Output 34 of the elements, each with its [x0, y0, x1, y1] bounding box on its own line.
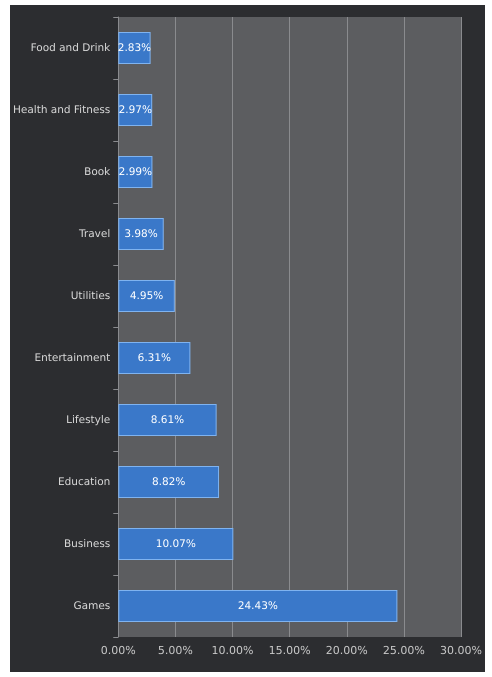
y-tick-label: Travel — [78, 228, 110, 240]
data-label: 4.95% — [130, 290, 164, 302]
y-tick-label: Games — [74, 600, 110, 612]
data-label: 2.97% — [118, 104, 152, 116]
y-tick-label: Food and Drink — [30, 42, 112, 54]
bar — [118, 218, 164, 250]
bar — [118, 342, 190, 374]
y-tick-label: Book — [84, 166, 112, 178]
y-tick-label: Health and Fitness — [12, 104, 110, 116]
y-tick-label: Education — [58, 476, 110, 488]
bar — [118, 590, 398, 622]
y-tick-label: Business — [64, 538, 110, 550]
data-label: 8.61% — [150, 414, 184, 426]
x-tick-label: 25.00% — [382, 644, 425, 657]
bar — [118, 466, 220, 498]
y-tick-label: Entertainment — [34, 352, 110, 364]
bar — [118, 280, 175, 312]
x-tick-label: 20.00% — [326, 644, 368, 657]
data-label: 24.43% — [238, 600, 278, 612]
x-tick-label: 30.00% — [440, 644, 482, 657]
bar — [118, 404, 217, 436]
y-tick-label: Utilities — [70, 290, 110, 302]
data-label: 6.31% — [138, 352, 172, 364]
x-tick-label: 0.00% — [100, 644, 136, 657]
x-tick-label: 10.00% — [212, 644, 254, 657]
x-tick-label: 5.00% — [158, 644, 193, 657]
data-label: 2.99% — [118, 166, 152, 178]
data-label: 2.83% — [118, 42, 152, 54]
data-label: 10.07% — [156, 538, 196, 550]
data-label: 3.98% — [124, 228, 158, 240]
data-label: 8.82% — [152, 476, 186, 488]
x-tick-label: 15.00% — [268, 644, 311, 657]
bar — [118, 528, 234, 560]
y-tick-label: Lifestyle — [66, 414, 110, 426]
